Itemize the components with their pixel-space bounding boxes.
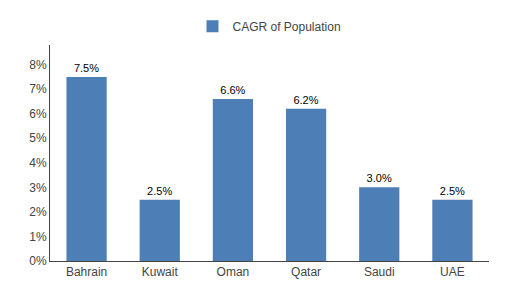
svg-text:4%: 4%: [29, 156, 47, 170]
svg-text:0%: 0%: [29, 254, 47, 268]
svg-text:1%: 1%: [29, 230, 47, 244]
svg-text:3%: 3%: [29, 181, 47, 195]
svg-text:5%: 5%: [29, 131, 47, 145]
svg-text:2.5%: 2.5%: [440, 185, 465, 197]
svg-text:Bahrain: Bahrain: [66, 265, 107, 279]
svg-text:7%: 7%: [29, 82, 47, 96]
svg-text:2%: 2%: [29, 205, 47, 219]
svg-text:CAGR of Population: CAGR of Population: [233, 20, 341, 34]
svg-text:Qatar: Qatar: [291, 265, 321, 279]
svg-text:Kuwait: Kuwait: [142, 265, 179, 279]
svg-text:Oman: Oman: [217, 265, 250, 279]
svg-text:6.2%: 6.2%: [293, 94, 318, 106]
svg-text:Saudi: Saudi: [364, 265, 395, 279]
svg-text:2.5%: 2.5%: [147, 185, 172, 197]
svg-text:6%: 6%: [29, 107, 47, 121]
svg-text:8%: 8%: [29, 58, 47, 72]
svg-text:7.5%: 7.5%: [74, 62, 99, 74]
svg-text:6.6%: 6.6%: [220, 84, 245, 96]
svg-text:3.0%: 3.0%: [367, 172, 392, 184]
svg-text:UAE: UAE: [440, 265, 465, 279]
